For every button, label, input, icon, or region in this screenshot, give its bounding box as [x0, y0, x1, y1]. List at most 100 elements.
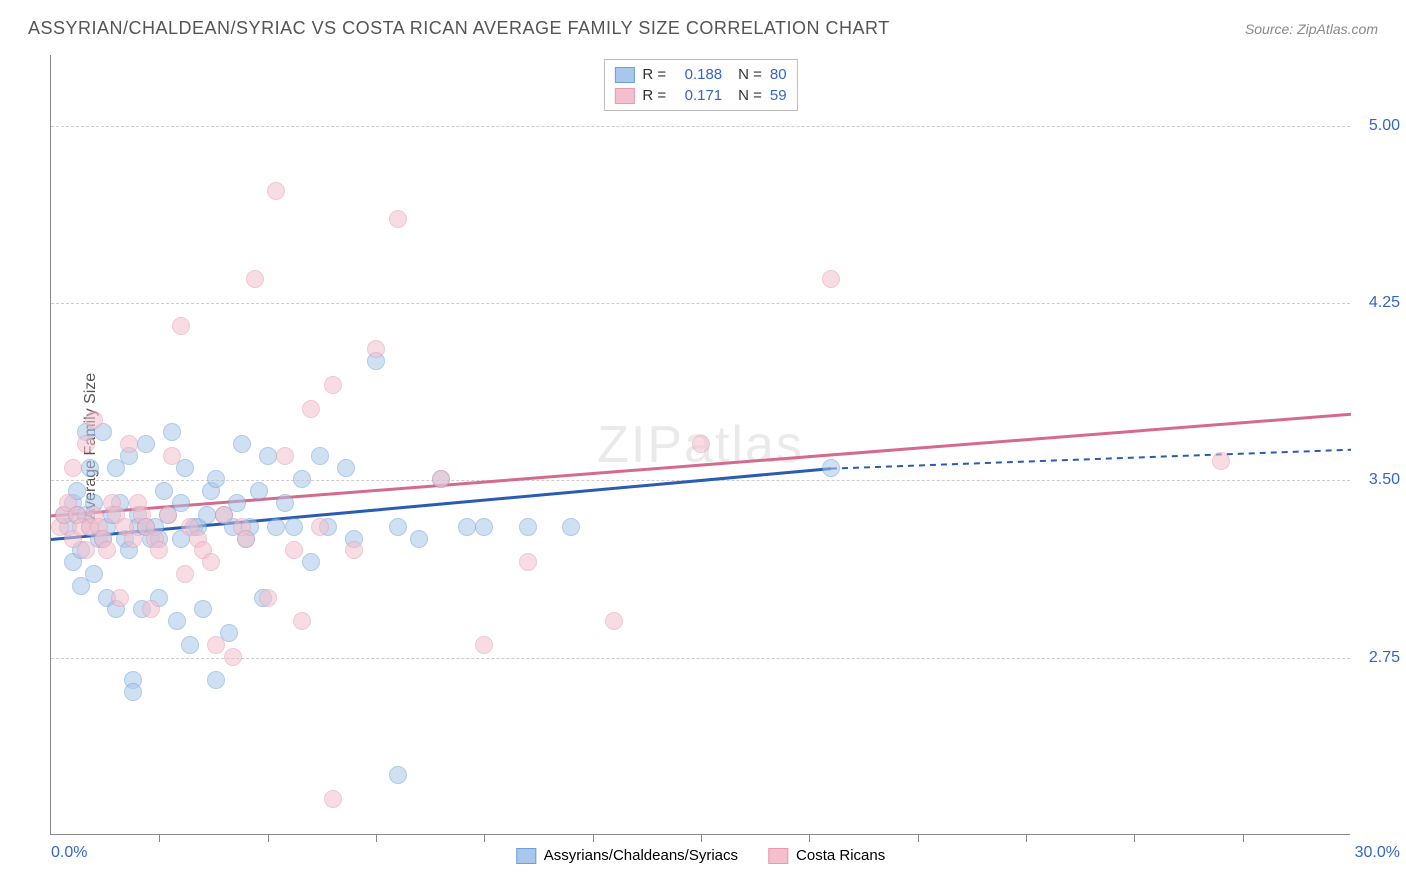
data-point	[267, 182, 285, 200]
data-point	[1212, 452, 1230, 470]
data-point	[124, 683, 142, 701]
data-point	[293, 612, 311, 630]
legend-stats: R = 0.188 N = 80 R = 0.171 N = 59	[603, 59, 797, 111]
data-point	[458, 518, 476, 536]
data-point	[293, 470, 311, 488]
data-point	[267, 518, 285, 536]
data-point	[202, 553, 220, 571]
data-point	[168, 612, 186, 630]
data-point	[77, 435, 95, 453]
x-axis-min: 0.0%	[51, 844, 87, 862]
data-point	[324, 790, 342, 808]
data-point	[692, 435, 710, 453]
data-point	[155, 482, 173, 500]
data-point	[98, 541, 116, 559]
data-point	[410, 530, 428, 548]
x-tick	[159, 834, 160, 842]
data-point	[475, 636, 493, 654]
source-label: Source: ZipAtlas.com	[1245, 21, 1378, 37]
data-point	[64, 459, 82, 477]
data-point	[85, 411, 103, 429]
data-point	[276, 447, 294, 465]
x-tick	[376, 834, 377, 842]
data-point	[215, 506, 233, 524]
r-label: R =	[642, 66, 666, 83]
data-point	[198, 506, 216, 524]
x-axis-max: 30.0%	[1355, 844, 1400, 862]
legend-label: Assyrians/Chaldeans/Syriacs	[544, 847, 738, 864]
x-tick	[701, 834, 702, 842]
data-point	[250, 482, 268, 500]
legend-label: Costa Ricans	[796, 847, 885, 864]
data-point	[159, 506, 177, 524]
n-value: 80	[770, 66, 787, 83]
n-label: N =	[738, 87, 762, 104]
y-tick-label: 3.50	[1369, 471, 1400, 489]
data-point	[432, 470, 450, 488]
data-point	[822, 459, 840, 477]
data-point	[324, 376, 342, 394]
data-point	[77, 541, 95, 559]
data-point	[172, 317, 190, 335]
data-point	[120, 435, 138, 453]
data-point	[81, 459, 99, 477]
r-label: R =	[642, 87, 666, 104]
data-point	[562, 518, 580, 536]
gridline	[51, 480, 1350, 481]
data-point	[302, 400, 320, 418]
data-point	[85, 565, 103, 583]
data-point	[311, 447, 329, 465]
x-tick	[918, 834, 919, 842]
data-point	[181, 636, 199, 654]
legend-swatch	[614, 88, 634, 104]
data-point	[237, 530, 255, 548]
y-tick-label: 4.25	[1369, 294, 1400, 312]
x-tick	[268, 834, 269, 842]
legend-swatch	[516, 848, 536, 864]
data-point	[389, 518, 407, 536]
data-point	[176, 565, 194, 583]
x-tick	[809, 834, 810, 842]
data-point	[207, 636, 225, 654]
data-point	[150, 541, 168, 559]
y-tick-label: 5.00	[1369, 117, 1400, 135]
x-tick	[593, 834, 594, 842]
gridline	[51, 303, 1350, 304]
gridline	[51, 126, 1350, 127]
data-point	[345, 541, 363, 559]
r-value: 0.171	[674, 87, 722, 104]
data-point	[285, 541, 303, 559]
x-tick	[1243, 834, 1244, 842]
data-point	[233, 435, 251, 453]
data-point	[163, 447, 181, 465]
data-point	[389, 766, 407, 784]
data-point	[194, 600, 212, 618]
data-point	[142, 600, 160, 618]
legend-series: Assyrians/Chaldeans/Syriacs Costa Ricans	[516, 847, 885, 864]
gridline	[51, 658, 1350, 659]
data-point	[137, 435, 155, 453]
data-point	[605, 612, 623, 630]
data-point	[285, 518, 303, 536]
data-point	[246, 270, 264, 288]
legend-swatch	[614, 67, 634, 83]
data-point	[519, 553, 537, 571]
data-point	[224, 648, 242, 666]
legend-swatch	[768, 848, 788, 864]
y-tick-label: 2.75	[1369, 649, 1400, 667]
data-point	[519, 518, 537, 536]
data-point	[259, 447, 277, 465]
data-point	[311, 518, 329, 536]
data-point	[389, 210, 407, 228]
data-point	[367, 340, 385, 358]
data-point	[475, 518, 493, 536]
chart-title: ASSYRIAN/CHALDEAN/SYRIAC VS COSTA RICAN …	[28, 18, 890, 39]
x-tick	[1134, 834, 1135, 842]
x-tick	[1026, 834, 1027, 842]
data-point	[822, 270, 840, 288]
data-point	[207, 470, 225, 488]
x-tick	[484, 834, 485, 842]
data-point	[259, 589, 277, 607]
n-value: 59	[770, 87, 787, 104]
data-point	[276, 494, 294, 512]
